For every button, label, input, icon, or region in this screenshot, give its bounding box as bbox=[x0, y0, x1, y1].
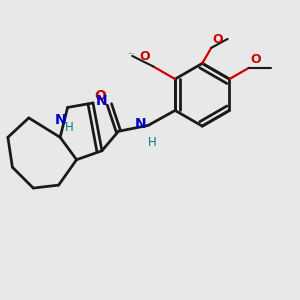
Text: H: H bbox=[148, 136, 157, 149]
Text: O: O bbox=[94, 89, 106, 103]
Text: N: N bbox=[55, 113, 66, 128]
Text: N: N bbox=[96, 94, 108, 109]
Text: O: O bbox=[250, 53, 261, 66]
Text: O: O bbox=[140, 50, 150, 63]
Text: N: N bbox=[135, 117, 147, 131]
Text: O: O bbox=[213, 33, 223, 46]
Text: methoxy: methoxy bbox=[129, 52, 135, 53]
Text: H: H bbox=[65, 121, 74, 134]
